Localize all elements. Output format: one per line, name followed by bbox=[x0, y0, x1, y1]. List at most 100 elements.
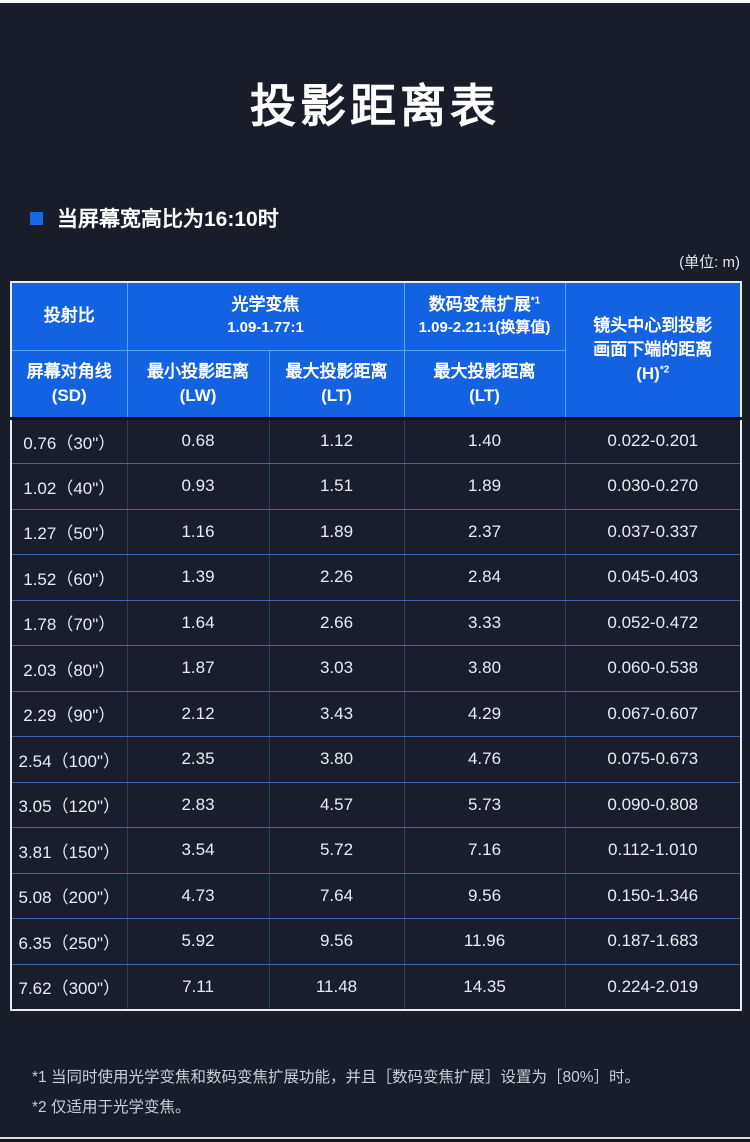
cell-lt: 3.43 bbox=[268, 690, 405, 737]
cell-lt: 1.12 bbox=[268, 416, 405, 464]
cell-lw: 1.64 bbox=[126, 599, 270, 646]
section-heading-row: 当屏幕宽高比为16:10时 bbox=[30, 203, 750, 233]
cell-h: 0.112-1.010 bbox=[564, 827, 742, 874]
cell-lt: 5.72 bbox=[268, 827, 405, 874]
cell-lt: 2.26 bbox=[268, 554, 405, 601]
cell-h: 0.037-0.337 bbox=[564, 508, 742, 555]
top-white-strip bbox=[0, 0, 750, 3]
cell-sd: 1.27（50"） bbox=[10, 508, 128, 555]
table-row: 2.54（100"） 2.35 3.80 4.76 0.075-0.673 bbox=[10, 736, 742, 783]
cell-lt2: 3.33 bbox=[403, 599, 566, 646]
table-row: 7.62（300"） 7.11 11.48 14.35 0.224-2.019 bbox=[10, 963, 742, 1010]
cell-h: 0.030-0.270 bbox=[564, 463, 742, 510]
cell-lt2: 1.89 bbox=[403, 463, 566, 510]
cell-lw: 0.68 bbox=[126, 416, 270, 464]
cell-lt: 3.03 bbox=[268, 645, 405, 692]
cell-h: 0.187-1.683 bbox=[564, 918, 742, 965]
footnote-1: *1 当同时使用光学变焦和数码变焦扩展功能，并且［数码变焦扩展］设置为［80%］… bbox=[32, 1068, 640, 1086]
header-row-1: 投射比 光学变焦 1.09-1.77:1 数码变焦扩展*1 1.09-2.21:… bbox=[10, 281, 742, 419]
col-header-max-distance-lt-optical: 最大投影距离 (LT) bbox=[268, 349, 405, 419]
cell-lt2: 1.40 bbox=[403, 416, 566, 464]
cell-sd: 3.81（150"） bbox=[10, 827, 128, 874]
cell-sd: 7.62（300"） bbox=[10, 963, 128, 1010]
bottom-divider bbox=[0, 1137, 750, 1142]
cell-h: 0.067-0.607 bbox=[564, 690, 742, 737]
cell-lw: 0.93 bbox=[126, 463, 270, 510]
cell-h: 0.052-0.472 bbox=[564, 599, 742, 646]
section-heading: 当屏幕宽高比为16:10时 bbox=[57, 208, 279, 231]
header-row-2: 屏幕对角线 (SD) 最小投影距离 (LW) 最大投影距离 (LT) 最大投影距… bbox=[10, 349, 741, 419]
cell-lt: 7.64 bbox=[268, 872, 405, 919]
footnote-marker-2: *2 bbox=[659, 364, 670, 376]
cell-lw: 3.54 bbox=[126, 827, 270, 874]
cell-sd: 1.02（40"） bbox=[10, 463, 128, 510]
table-row: 1.52（60"） 1.39 2.26 2.84 0.045-0.403 bbox=[10, 554, 742, 601]
table-row: 3.81（150"） 3.54 5.72 7.16 0.112-1.010 bbox=[10, 827, 742, 874]
footnotes: *1 当同时使用光学变焦和数码变焦扩展功能，并且［数码变焦扩展］设置为［80%］… bbox=[32, 1063, 730, 1123]
table-header: 投射比 光学变焦 1.09-1.77:1 数码变焦扩展*1 1.09-2.21:… bbox=[10, 281, 742, 419]
cell-lt: 4.57 bbox=[268, 781, 405, 828]
footnote-marker-1: *1 bbox=[530, 295, 541, 307]
cell-sd: 2.54（100"） bbox=[10, 736, 128, 783]
page-title: 投影距离表 bbox=[250, 80, 500, 132]
cell-lt2: 14.35 bbox=[403, 963, 566, 1010]
cell-lw: 1.39 bbox=[126, 554, 270, 601]
cell-lw: 1.87 bbox=[126, 645, 270, 692]
projection-distance-table: 投射比 光学变焦 1.09-1.77:1 数码变焦扩展*1 1.09-2.21:… bbox=[10, 281, 743, 1011]
blue-square-bullet-icon bbox=[30, 211, 43, 225]
cell-sd: 5.08（200"） bbox=[10, 872, 128, 919]
cell-sd: 2.03（80"） bbox=[10, 645, 128, 692]
cell-lt2: 5.73 bbox=[403, 781, 566, 828]
cell-lt2: 11.96 bbox=[403, 918, 566, 965]
cell-sd: 1.78（70"） bbox=[10, 599, 128, 646]
cell-h: 0.224-2.019 bbox=[564, 963, 742, 1010]
table-row: 1.02（40"） 0.93 1.51 1.89 0.030-0.270 bbox=[10, 463, 742, 510]
cell-lt: 2.66 bbox=[268, 599, 405, 646]
cell-h: 0.150-1.346 bbox=[564, 872, 742, 919]
col-header-lens-center-distance: 镜头中心到投影 画面下端的距离 (H)*2 bbox=[564, 281, 742, 419]
cell-lw: 2.12 bbox=[126, 690, 270, 737]
col-header-digital-zoom: 数码变焦扩展*1 1.09-2.21:1(换算值) bbox=[403, 281, 566, 351]
cell-lt2: 7.16 bbox=[403, 827, 566, 874]
cell-lt2: 2.37 bbox=[403, 508, 566, 555]
table-row: 1.78（70"） 1.64 2.66 3.33 0.052-0.472 bbox=[10, 599, 742, 646]
cell-h: 0.022-0.201 bbox=[564, 416, 742, 464]
cell-lt2: 4.29 bbox=[403, 690, 566, 737]
cell-sd: 6.35（250"） bbox=[10, 918, 128, 965]
cell-lt: 1.51 bbox=[268, 463, 405, 510]
table-body: 0.76（30"） 0.68 1.12 1.40 0.022-0.201 1.02（40"… bbox=[10, 416, 742, 1010]
cell-lw: 7.11 bbox=[126, 963, 270, 1010]
cell-sd: 0.76（30"） bbox=[10, 416, 128, 464]
cell-lw: 1.16 bbox=[126, 508, 270, 555]
unit-label: (单位: m) bbox=[679, 254, 740, 271]
cell-sd: 2.29（90"） bbox=[10, 690, 128, 737]
cell-h: 0.075-0.673 bbox=[564, 736, 742, 783]
cell-lt: 11.48 bbox=[268, 963, 405, 1010]
cell-h: 0.045-0.403 bbox=[564, 554, 742, 601]
cell-sd: 1.52（60"） bbox=[10, 554, 128, 601]
cell-lt2: 9.56 bbox=[403, 872, 566, 919]
cell-lw: 2.35 bbox=[126, 736, 270, 783]
table-row: 0.76（30"） 0.68 1.12 1.40 0.022-0.201 bbox=[10, 416, 742, 464]
col-header-max-distance-lt-digital: 最大投影距离 (LT) bbox=[403, 349, 566, 419]
cell-lt: 9.56 bbox=[268, 918, 405, 965]
cell-lt2: 2.84 bbox=[403, 554, 566, 601]
cell-lt: 1.89 bbox=[268, 508, 405, 555]
cell-lt2: 4.76 bbox=[403, 736, 566, 783]
cell-lw: 2.83 bbox=[126, 781, 270, 828]
table-row: 2.29（90"） 2.12 3.43 4.29 0.067-0.607 bbox=[10, 690, 742, 737]
col-header-optical-zoom: 光学变焦 1.09-1.77:1 bbox=[126, 281, 405, 351]
table-row: 2.03（80"） 1.87 3.03 3.80 0.060-0.538 bbox=[10, 645, 742, 692]
table-row: 3.05（120"） 2.83 4.57 5.73 0.090-0.808 bbox=[10, 781, 742, 828]
cell-sd: 3.05（120"） bbox=[10, 781, 128, 828]
col-header-throw-ratio: 投射比 bbox=[10, 281, 128, 351]
cell-lw: 4.73 bbox=[126, 872, 270, 919]
cell-h: 0.090-0.808 bbox=[564, 781, 742, 828]
table-row: 1.27（50"） 1.16 1.89 2.37 0.037-0.337 bbox=[10, 508, 742, 555]
cell-h: 0.060-0.538 bbox=[564, 645, 742, 692]
cell-lw: 5.92 bbox=[126, 918, 270, 965]
footnote-2: *2 仅适用于光学变焦。 bbox=[32, 1098, 191, 1116]
cell-lt2: 3.80 bbox=[403, 645, 566, 692]
table-row: 5.08（200"） 4.73 7.64 9.56 0.150-1.346 bbox=[10, 872, 742, 919]
cell-lt: 3.80 bbox=[268, 736, 405, 783]
